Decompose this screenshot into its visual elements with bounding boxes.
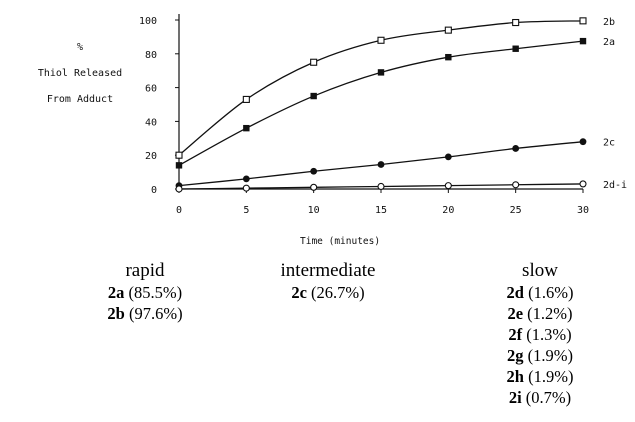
x-tick-label: 5 <box>243 205 249 216</box>
data-point-2d-i <box>579 180 587 188</box>
data-point-2a <box>512 45 519 52</box>
data-point-2a <box>445 53 452 61</box>
data-point-2c <box>444 153 452 161</box>
compound-entry: 2a (85.5%) <box>75 282 215 303</box>
compound-percent: (1.2%) <box>523 304 573 323</box>
compound-id: 2e <box>507 304 524 323</box>
compound-entry: 2g (1.9%) <box>470 345 610 366</box>
y-axis-label-line: % <box>76 42 84 53</box>
data-point-2d-i <box>175 185 183 193</box>
compound-percent: (1.3%) <box>522 325 572 344</box>
data-point-2d-i <box>512 181 520 189</box>
category-heading: intermediate <box>280 260 376 281</box>
compound-entry: 2h (1.9%) <box>470 366 610 387</box>
y-tick-label: 0 <box>151 185 157 196</box>
x-tick-label: 30 <box>577 205 589 216</box>
compound-id: 2i <box>508 388 522 407</box>
compound-id: 2c <box>291 283 307 302</box>
x-axis-label: Time (minutes) <box>300 236 381 247</box>
y-axis-label: % Thiol Released From Adduct <box>0 35 160 113</box>
x-tick-label: 10 <box>308 205 320 216</box>
data-point-2c <box>512 145 520 152</box>
y-tick-label: 60 <box>145 84 157 95</box>
category-rapid: rapid 2a (85.5%) 2b (97.6%) <box>75 260 215 324</box>
data-point-2d-i <box>242 184 250 192</box>
thiol-release-chart: 0 20 40 60 80 100 0 5 10 15 20 25 30 2b 2a 2c 2d-i <box>139 14 627 216</box>
compound-id: 2b <box>107 304 125 323</box>
compound-percent: (1.9%) <box>523 367 574 386</box>
compound-entry: 2c (26.7%) <box>258 282 398 303</box>
compound-entry: 2e (1.2%) <box>470 303 610 324</box>
compound-id: 2a <box>107 283 125 302</box>
data-point-2a <box>377 69 385 76</box>
data-point-2a <box>175 162 183 169</box>
x-tick-label: 0 <box>176 205 182 216</box>
compound-entry: 2i (0.7%) <box>470 387 610 408</box>
category-heading: slow <box>522 260 558 281</box>
y-tick-label: 40 <box>145 117 157 128</box>
data-point-2b <box>579 17 587 25</box>
compound-id: 2g <box>507 346 524 365</box>
compound-entry: 2b (97.6%) <box>75 303 215 324</box>
data-point-2a <box>310 92 317 100</box>
compound-percent: (1.9%) <box>523 346 573 365</box>
data-point-2d-i <box>444 182 452 190</box>
x-tick-label: 15 <box>375 205 387 216</box>
compound-id: 2h <box>506 367 524 386</box>
data-point-2b <box>444 26 452 34</box>
series-line-2a <box>178 40 584 166</box>
category-intermediate: intermediate 2c (26.7%) <box>258 260 398 303</box>
y-tick-label: 20 <box>145 151 157 162</box>
compound-percent: (97.6%) <box>124 304 183 323</box>
data-point-2d-i <box>310 183 318 191</box>
compound-entry: 2f (1.3%) <box>470 324 610 345</box>
y-tick-label: 80 <box>145 50 157 61</box>
series-label-2d-i: 2d-i <box>603 180 627 191</box>
data-point-2c <box>242 175 250 183</box>
category-list: 2c (26.7%) <box>258 282 398 303</box>
data-point-2d-i <box>377 182 385 191</box>
y-tick-label: 100 <box>139 16 157 27</box>
category-list: 2a (85.5%) 2b (97.6%) <box>75 282 215 324</box>
category-heading: rapid <box>125 260 165 281</box>
compound-id: 2d <box>506 283 524 302</box>
compound-percent: (1.6%) <box>523 283 574 302</box>
data-point-2c <box>310 167 318 175</box>
compound-entry: 2d (1.6%) <box>470 282 610 303</box>
series-label-2b: 2b <box>603 17 615 28</box>
data-point-2a <box>579 37 587 45</box>
data-point-2b <box>512 18 520 27</box>
data-point-2b <box>175 151 183 159</box>
data-point-2b <box>377 36 385 44</box>
category-list: 2d (1.6%) 2e (1.2%) 2f (1.3%) 2g (1.9%) 2h (… <box>470 282 610 408</box>
compound-percent: (85.5%) <box>124 283 183 302</box>
series-label-2c: 2c <box>603 138 615 149</box>
category-slow: slow 2d (1.6%) 2e (1.2%) 2f (1.3%) 2g (1.9%… <box>470 260 610 408</box>
data-point-2b <box>310 58 318 66</box>
x-tick-label: 20 <box>442 205 454 216</box>
compound-percent: (0.7%) <box>521 388 572 407</box>
compound-id: 2f <box>508 325 523 344</box>
data-point-2c <box>579 138 587 146</box>
y-axis-label-line: From Adduct <box>46 94 114 105</box>
compound-percent: (26.7%) <box>306 283 365 302</box>
x-tick-label: 25 <box>510 205 522 216</box>
data-point-2c <box>377 161 385 168</box>
data-point-2a <box>243 124 250 132</box>
series-label-2a: 2a <box>603 37 615 48</box>
y-axis-label-line: Thiol Released <box>37 68 123 79</box>
data-point-2b <box>242 95 250 103</box>
